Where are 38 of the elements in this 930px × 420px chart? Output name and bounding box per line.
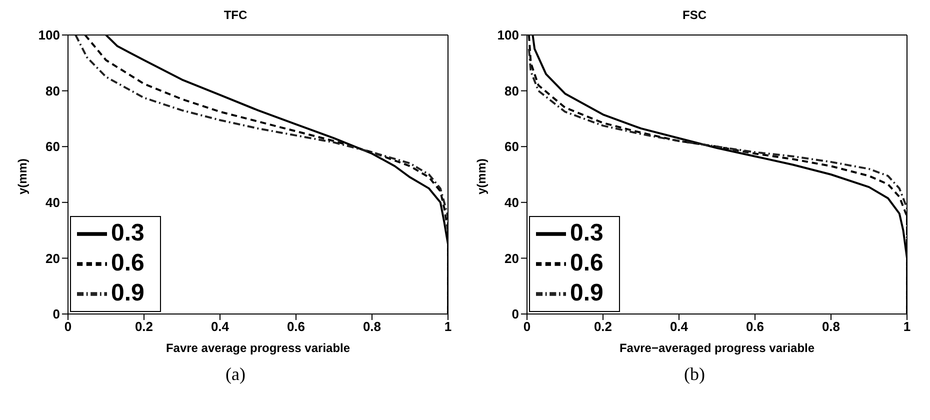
y-tick-label: 20 xyxy=(504,250,519,266)
x-tick-label: 0 xyxy=(64,319,72,334)
x-tick-label: 0.2 xyxy=(134,319,154,334)
text: (a) xyxy=(224,364,246,385)
y-tick-label: 80 xyxy=(504,83,519,98)
legend-label: 0.6 xyxy=(111,249,144,276)
x-tick-label: 0.2 xyxy=(594,319,612,334)
legend-label: 0.9 xyxy=(570,279,604,306)
y-tick-label: 80 xyxy=(46,83,60,98)
y-tick-label: 60 xyxy=(504,139,519,154)
y-tick-label: 0 xyxy=(52,306,60,322)
legend-label: 0.3 xyxy=(570,219,604,246)
y-tick-label: 40 xyxy=(504,195,519,210)
x-tick-label: 0 xyxy=(523,319,531,334)
y-axis-title: y(mm) xyxy=(474,158,488,194)
x-tick-label: 1 xyxy=(444,319,452,334)
x-tick-label: 0.6 xyxy=(746,319,764,334)
x-axis-title: Favre−averaged progress variable xyxy=(619,341,815,355)
chart-title: TFC xyxy=(222,8,248,24)
x-tick-label: 0.8 xyxy=(362,319,382,334)
legend-label: 0.9 xyxy=(111,279,144,306)
y-tick-label: 60 xyxy=(46,139,60,154)
x-tick-label: 0.4 xyxy=(670,319,689,334)
y-tick-label: 20 xyxy=(46,250,60,266)
x-tick-label: 0.4 xyxy=(210,319,230,334)
chart-title: FSC xyxy=(682,8,708,24)
y-tick-label: 0 xyxy=(512,306,519,322)
x-tick-label: 0.8 xyxy=(822,319,840,334)
legend-label: 0.6 xyxy=(570,249,604,276)
x-tick-label: 0.6 xyxy=(286,319,306,334)
y-axis-title: y(mm) xyxy=(15,158,30,194)
text: (b) xyxy=(683,364,706,385)
y-tick-label: 40 xyxy=(46,195,60,210)
x-axis-title: Favre average progress variable xyxy=(166,341,350,355)
x-tick-label: 1 xyxy=(903,319,911,334)
legend-label: 0.3 xyxy=(111,219,144,246)
y-tick-label: 100 xyxy=(497,28,519,43)
y-tick-label: 100 xyxy=(38,28,60,43)
